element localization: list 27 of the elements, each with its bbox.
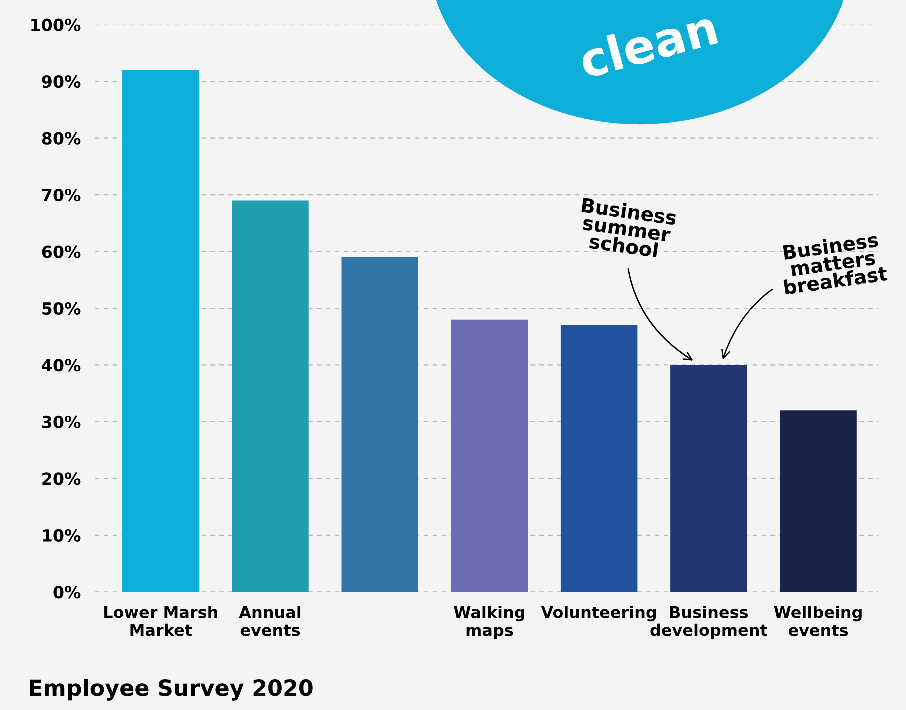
x-tick-label: Annual events (239, 606, 301, 636)
y-tick-label: 100% (32, 18, 81, 32)
y-tick-label: 20% (42, 472, 81, 486)
bar (342, 257, 418, 592)
y-tick-label: 30% (42, 416, 81, 429)
text: Employee Survey 2020 (30, 679, 313, 701)
bar (451, 320, 528, 592)
x-tick-label: Walking maps (454, 606, 524, 640)
bar (560, 326, 638, 592)
y-tick-label: 70% (42, 189, 81, 202)
bar (780, 410, 857, 592)
annotation: Business summer school (582, 197, 678, 258)
bar (232, 200, 309, 592)
x-tick-label: Lower Marsh Market (104, 606, 218, 636)
x-tick-label: Volunteering (541, 606, 656, 622)
bar (670, 365, 748, 592)
y-tick-label: 90% (42, 76, 81, 88)
y-tick-label: 60% (42, 246, 81, 258)
x-tick-label: Wellbeing events (774, 606, 862, 636)
y-tick-label: 80% (42, 132, 81, 145)
y-tick-label: 0% (54, 586, 81, 599)
y-tick-label: 40% (42, 359, 81, 372)
y-tick-label: 10% (43, 529, 81, 542)
annotation: Business matters breakfast (783, 232, 888, 296)
bar (122, 70, 200, 592)
y-tick-label: 50% (42, 302, 81, 316)
annotation: clean (578, 8, 718, 80)
